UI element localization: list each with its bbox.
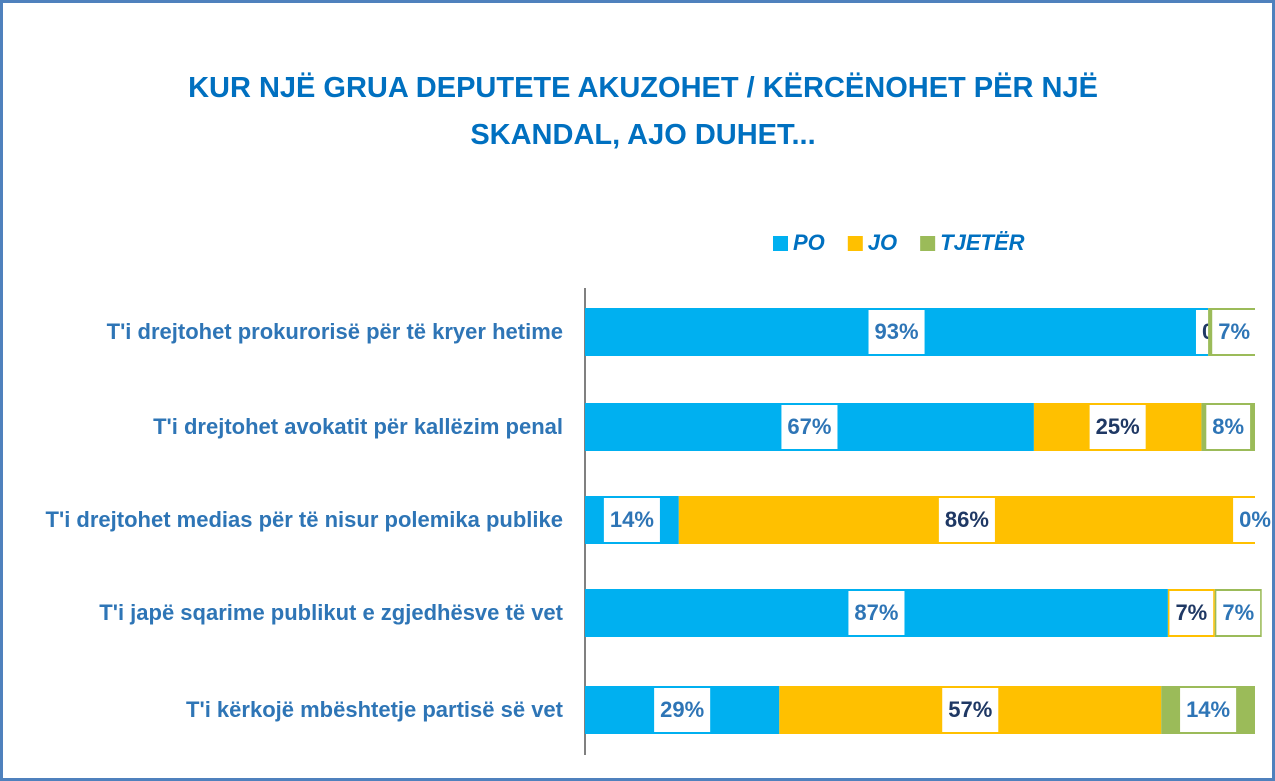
data-label-box: [938, 498, 995, 542]
data-label: 67%: [787, 414, 831, 439]
data-label: 7%: [1222, 600, 1254, 625]
legend-label: TJETËR: [940, 230, 1024, 255]
category-label: T'i drejtohet avokatit për kallëzim pena…: [153, 414, 563, 439]
data-label: 86%: [945, 507, 989, 532]
data-label: 14%: [610, 507, 654, 532]
data-label: 7%: [1175, 600, 1207, 625]
data-label: 25%: [1096, 414, 1140, 439]
category-label: T'i japë sqarime publikut e zgjedhësve t…: [99, 600, 563, 625]
data-label-box: [868, 310, 925, 354]
data-label: 93%: [875, 319, 919, 344]
data-label: 87%: [854, 600, 898, 625]
chart-title: KUR NJË GRUA DEPUTETE AKUZOHET / KËRCËNO…: [188, 72, 1098, 151]
data-label: 7%: [1218, 319, 1250, 344]
legend-label: PO: [793, 230, 825, 255]
data-label-box: [1233, 498, 1272, 542]
plot: POJOTJETËR93%07%67%25%8%14%86%0%87%7%7%2…: [584, 230, 1272, 755]
legend-swatch: [847, 236, 863, 251]
data-label-box: [1089, 405, 1146, 449]
legend-label: JO: [868, 230, 897, 255]
data-label-box: [942, 688, 999, 732]
data-label-box: [1206, 405, 1251, 449]
data-label: 57%: [948, 697, 992, 722]
data-label-box: [1212, 310, 1257, 354]
data-label-box: [654, 688, 711, 732]
category-label: T'i kërkojë mbështetje partisë së vet: [186, 697, 563, 722]
data-label: 0%: [1239, 507, 1271, 532]
data-label-box: [1216, 591, 1261, 635]
legend-swatch: [920, 236, 936, 251]
data-label-box: [1180, 688, 1237, 732]
data-label: 14%: [1186, 697, 1230, 722]
data-label-box: [603, 498, 660, 542]
data-label-box: [848, 591, 905, 635]
data-label-box: [1169, 591, 1214, 635]
data-label-box: [781, 405, 838, 449]
data-label: 8%: [1212, 414, 1244, 439]
category-label: T'i drejtohet medias për të nisur polemi…: [45, 507, 563, 532]
category-label: T'i drejtohet prokurorisë për të kryer h…: [106, 319, 563, 344]
legend-swatch: [773, 236, 788, 251]
data-label: 29%: [660, 697, 704, 722]
